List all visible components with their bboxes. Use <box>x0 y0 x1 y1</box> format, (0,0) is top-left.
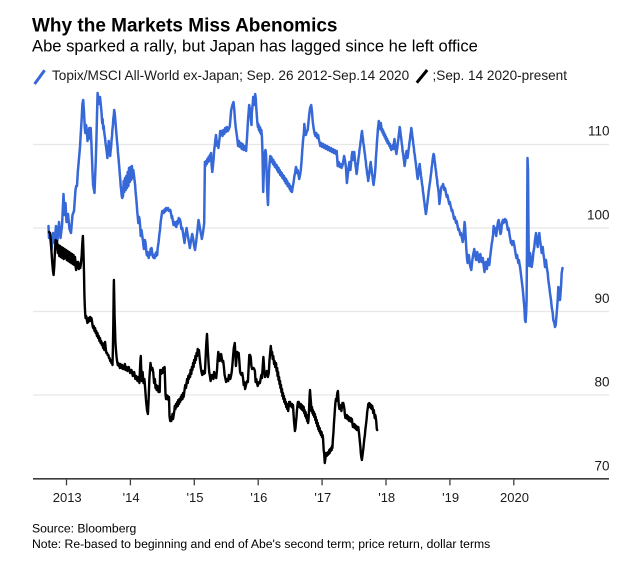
svg-text:'16: '16 <box>250 490 267 505</box>
svg-text:'15: '15 <box>187 490 204 505</box>
svg-text:Abe sparked a rally, but Japan: Abe sparked a rally, but Japan has lagge… <box>32 37 478 56</box>
svg-text:Note: Re-based to beginning an: Note: Re-based to beginning and end of A… <box>32 537 490 551</box>
svg-text:70: 70 <box>594 459 609 474</box>
svg-text:110: 110 <box>588 124 610 139</box>
svg-text:Source: Bloomberg: Source: Bloomberg <box>32 522 136 536</box>
svg-text:'18: '18 <box>378 490 395 505</box>
svg-text:Why the Markets Miss Abenomics: Why the Markets Miss Abenomics <box>32 15 337 36</box>
svg-text:2013: 2013 <box>53 490 82 505</box>
svg-text:2020: 2020 <box>500 490 529 505</box>
svg-text:80: 80 <box>594 375 609 390</box>
svg-text:'19: '19 <box>442 490 459 505</box>
svg-text:90: 90 <box>594 291 609 306</box>
svg-text:100: 100 <box>587 208 610 223</box>
svg-text:Topix/MSCI All-World ex-Japan;: Topix/MSCI All-World ex-Japan; Sep. 26 2… <box>52 68 410 83</box>
svg-text:'17: '17 <box>314 490 331 505</box>
svg-text:;Sep. 14 2020-present: ;Sep. 14 2020-present <box>433 68 568 83</box>
svg-text:'14: '14 <box>123 490 140 505</box>
